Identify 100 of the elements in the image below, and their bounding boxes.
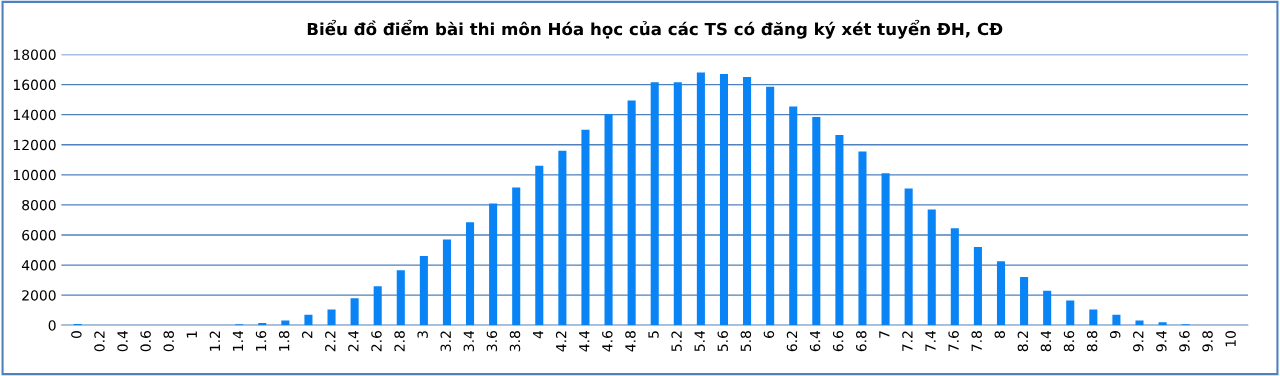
bar — [996, 261, 1006, 326]
y-tick-label: 10000 — [13, 169, 56, 181]
x-tick-label: 2.6 — [371, 330, 382, 352]
x-tick-label: 1 — [186, 331, 197, 338]
x-tick-label: 4.8 — [625, 331, 636, 352]
x-tick-label: 4.4 — [579, 330, 590, 352]
x-tick-label: 8 — [994, 331, 1006, 338]
y-tick-label: 4000 — [21, 260, 56, 271]
y-tick-label: 8000 — [22, 199, 56, 211]
bar — [1020, 277, 1029, 326]
bar — [327, 309, 336, 326]
bar — [696, 72, 705, 326]
bar — [973, 247, 982, 326]
bar — [789, 106, 798, 326]
bar — [1135, 320, 1144, 326]
y-tick-label: 18000 — [13, 49, 56, 60]
x-tick-label: 9 — [1109, 331, 1121, 339]
bar — [743, 77, 752, 326]
x-tick-label: 7.8 — [971, 331, 982, 352]
x-tick-label: 4 — [533, 330, 544, 339]
bar — [558, 150, 567, 326]
x-tick-label: 6.8 — [856, 331, 867, 352]
bar — [442, 239, 451, 326]
x-tick-label: 3.4 — [463, 330, 475, 352]
x-tick-label: 2.4 — [348, 330, 359, 352]
x-tick-label: 3.8 — [509, 331, 521, 352]
bar — [627, 100, 636, 326]
bar — [350, 298, 359, 326]
bar — [1158, 322, 1167, 326]
x-tick-label: 0.6 — [140, 330, 151, 352]
bar — [1043, 290, 1052, 326]
x-tick-label: 5.4 — [694, 330, 705, 352]
bar — [1089, 309, 1098, 326]
x-tick-label: 10 — [1225, 331, 1236, 347]
x-tick-label: 5 — [648, 331, 659, 338]
x-tick-label: 2.2 — [325, 331, 336, 352]
bar — [766, 86, 775, 326]
x-tick-label: 0 — [71, 331, 82, 339]
bar — [604, 113, 613, 326]
x-tick-label: 3.6 — [486, 330, 498, 352]
bar — [881, 173, 890, 326]
bar — [466, 222, 475, 326]
bar — [927, 209, 936, 326]
x-tick-label: 5.2 — [671, 331, 682, 352]
bar — [396, 270, 405, 326]
x-tick-label: 7.6 — [948, 330, 959, 352]
x-tick-label: 9.6 — [1179, 330, 1190, 352]
bar — [1112, 314, 1121, 326]
x-tick-label: 1.2 — [209, 331, 220, 351]
x-tick-label: 7.2 — [902, 331, 913, 352]
x-tick-label: 2 — [301, 331, 313, 338]
bar — [304, 314, 313, 326]
x-tick-label: 4.2 — [555, 331, 567, 352]
bar — [673, 82, 682, 326]
x-tick-label: 1.8 — [278, 331, 290, 351]
y-tick-label: 0 — [48, 320, 56, 331]
y-tick-label: 2000 — [22, 290, 56, 301]
bar — [419, 256, 428, 326]
x-tick-label: 6.2 — [786, 331, 798, 352]
bar — [1066, 300, 1075, 326]
bar — [373, 286, 382, 326]
bar — [858, 151, 867, 326]
y-tick-label: 12000 — [13, 139, 56, 151]
bar — [812, 116, 821, 326]
x-tick-label: 3.2 — [440, 331, 451, 352]
x-tick-label: 5.8 — [740, 331, 752, 352]
x-tick-label: 3 — [417, 331, 428, 338]
x-tick-label: 6.6 — [832, 330, 844, 352]
x-tick-label: 0.2 — [94, 331, 105, 352]
bar — [650, 82, 659, 326]
bar — [535, 165, 544, 326]
x-tick-label: 0.4 — [117, 330, 128, 352]
y-tick-label: 6000 — [22, 229, 56, 241]
x-tick-label: 6 — [763, 330, 775, 338]
bar — [281, 320, 290, 326]
x-tick-label: 9.8 — [1202, 331, 1213, 352]
x-tick-label: 8.2 — [1017, 331, 1029, 352]
bar — [512, 187, 521, 326]
x-tick-label: 1.6 — [255, 330, 267, 351]
x-tick-label: 7.4 — [925, 330, 936, 352]
bar — [581, 129, 590, 326]
x-tick-label: 9.2 — [1133, 331, 1144, 352]
x-tick-label: 6.4 — [809, 330, 821, 352]
x-tick-label: 8.6 — [1063, 330, 1075, 352]
bar — [904, 188, 913, 326]
bar — [835, 134, 844, 326]
x-tick-label: 1.4 — [232, 330, 244, 351]
x-tick-label: 9.4 — [1156, 330, 1167, 352]
x-tick-label: 2.8 — [394, 331, 405, 352]
bar — [950, 228, 959, 326]
x-tick-label: 8.4 — [1040, 330, 1052, 352]
bar — [719, 74, 729, 326]
chart-title: Biểu đồ điểm bài thi môn Hóa học của các TS có đăng ký xét tuyển ĐH, CĐ — [307, 19, 1003, 39]
x-tick-label: 5.6 — [717, 330, 728, 352]
x-tick-label: 8.8 — [1086, 331, 1098, 352]
x-tick-label: 7 — [879, 331, 890, 338]
x-tick-label: 4.6 — [602, 330, 613, 352]
y-tick-label: 16000 — [13, 79, 56, 91]
y-tick-label: 14000 — [13, 109, 56, 121]
bar — [489, 203, 498, 326]
